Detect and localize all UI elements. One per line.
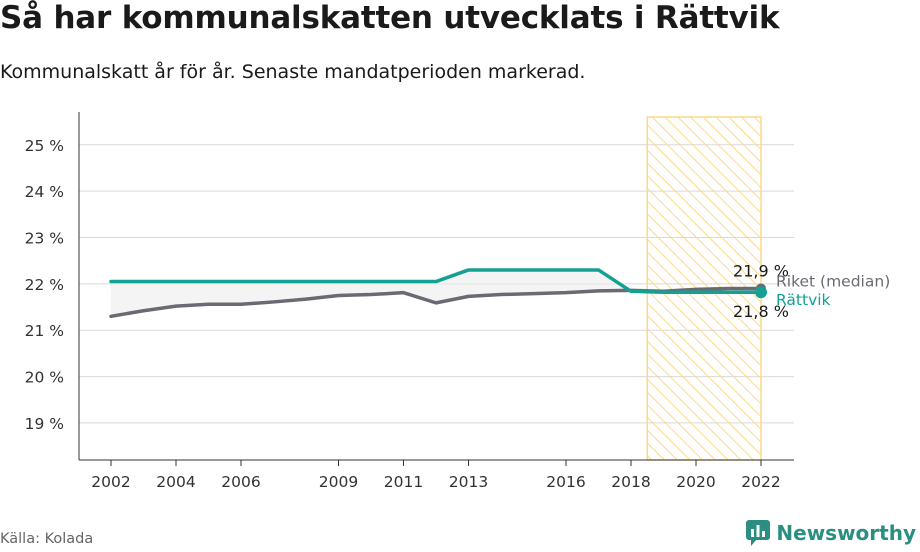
x-tick-label: 2006 [221,473,260,491]
data-labels: 21,9 % 21,8 % Riket (median)Rättvik [733,262,890,322]
x-tick-label: 2002 [91,473,130,491]
y-tick-label: 22 % [25,276,64,294]
x-tick-label: 2009 [319,473,358,491]
newsworthy-logo: Newsworthy [746,520,916,546]
x-tick-label: 2022 [741,473,780,491]
value-label-rattvik: 21,8 % [733,302,789,321]
axes: 19 % 20 % 21 % 22 % 23 % 24 % 25 % 2002 2004 2006… [25,112,794,491]
x-tick-label: 2020 [676,473,715,491]
series-label-riket: Riket (median) [776,273,890,291]
y-tick-label: 20 % [25,369,64,387]
series-line-rattvik [109,268,763,294]
x-tick-label: 2004 [156,473,195,491]
y-tick-label: 19 % [25,415,64,433]
brand-name: Newsworthy [776,521,916,545]
x-tick-label: 2011 [384,473,423,491]
y-tick-label: 21 % [25,322,64,340]
source-note: Källa: Kolada [0,531,94,547]
newsworthy-icon [746,520,771,546]
y-tick-label: 24 % [25,183,64,201]
x-tick-label: 2016 [546,473,585,491]
series-lines [109,268,763,319]
endpoint-rattvik [755,286,767,299]
chart-subtitle: Kommunalskatt år för år. Senaste mandatp… [0,61,586,83]
y-tick-label: 25 % [25,137,64,155]
x-tick-label: 2013 [449,473,488,491]
y-tick-label: 23 % [25,230,64,248]
chart-title: Så har kommunalskatten utvecklats i Rätt… [0,0,780,36]
x-tick-label: 2018 [611,473,650,491]
series-label-rattvik: Rättvik [776,291,831,309]
value-label-riket: 21,9 % [733,262,789,281]
